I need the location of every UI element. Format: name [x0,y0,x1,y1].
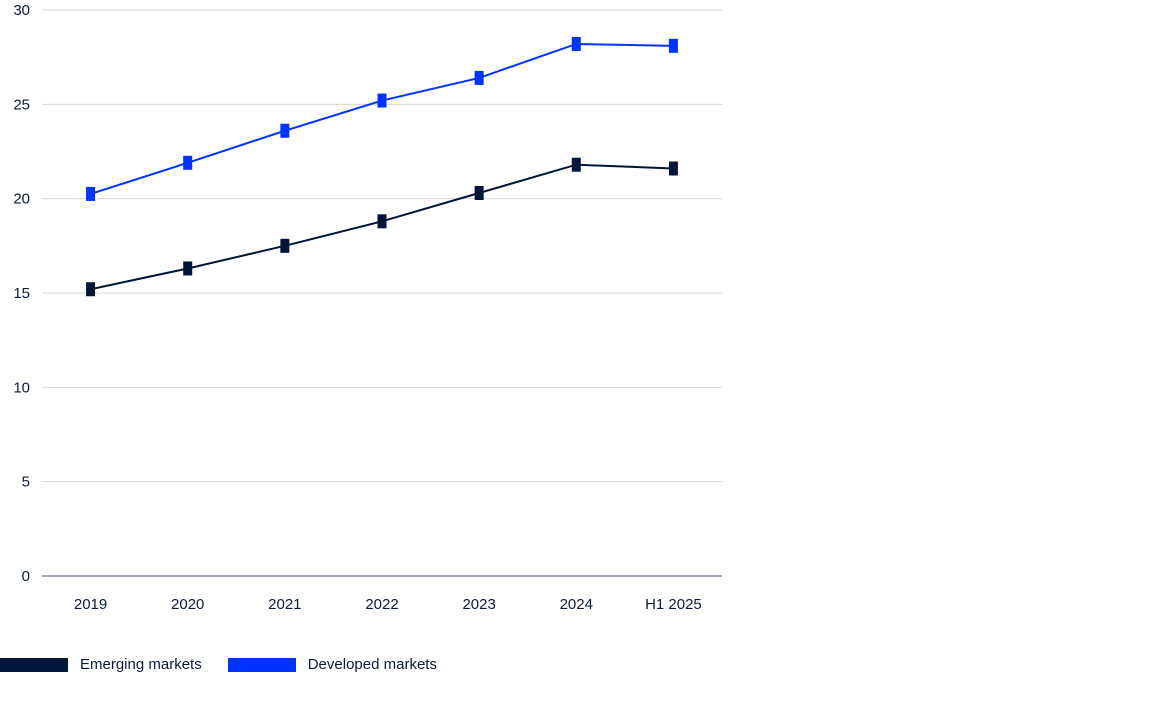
legend: Emerging markets Developed markets [0,656,463,673]
data-point-marker [183,261,193,276]
data-point-marker [280,238,290,253]
data-point-marker [86,186,96,201]
x-tick-label: 2019 [74,596,107,613]
y-tick-label: 30 [13,2,30,19]
data-point-marker [183,155,193,170]
data-point-marker [668,161,678,176]
data-point-marker [474,70,484,85]
data-point-marker [377,214,387,229]
legend-swatch-developed [227,657,296,672]
y-tick-label: 10 [13,379,30,396]
x-tick-label: 2021 [268,596,301,613]
series-line-developed [90,42,674,195]
y-tick-label: 15 [13,285,30,302]
legend-item-emerging: Emerging markets [0,656,202,673]
legend-swatch-emerging [0,657,68,672]
data-point-marker [571,157,581,172]
x-tick-label: 2023 [462,596,495,613]
legend-item-developed: Developed markets [227,656,437,673]
x-tick-label: 2022 [365,596,398,613]
data-point-marker [86,282,96,297]
x-tick-label: H1 2025 [645,596,702,613]
line-chart: 0 5 10 15 20 25 30 2019 2020 2021 2022 2023 2024 H1 2… [13,2,722,613]
data-point-marker [377,93,387,108]
y-tick-label: 25 [13,96,30,113]
x-tick-label: 2020 [171,596,204,613]
y-tick-label: 5 [22,474,30,491]
data-point-marker [280,123,290,138]
x-tick-label: 2024 [560,596,593,613]
y-tick-label: 20 [13,191,30,208]
legend-label: Developed markets [307,656,437,673]
data-point-marker [571,36,581,51]
data-point-marker [668,38,678,53]
y-tick-label: 0 [22,568,30,585]
data-point-marker [474,186,484,201]
legend-label: Emerging markets [80,656,202,673]
